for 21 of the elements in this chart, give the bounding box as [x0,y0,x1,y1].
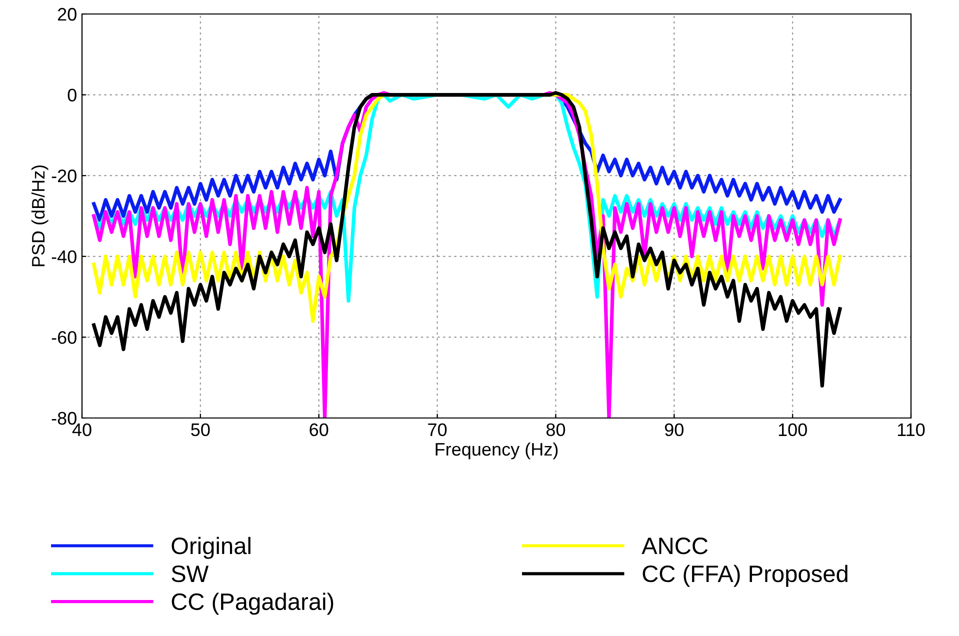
y-tick-label: -80 [52,412,76,425]
legend-label: CC (Pagadarai) [172,592,334,615]
x-tick-label: 40 [72,423,92,436]
y-tick-label: 20 [58,8,76,21]
legend-label: ANCC [642,538,708,554]
x-tick-label: 110 [898,423,925,436]
y-tick-label: -60 [52,331,76,344]
x-tick-label: 100 [778,423,807,436]
y-tick-label: -40 [52,250,76,264]
legend-label: SW [172,565,209,582]
y-tick-label: -20 [52,170,76,182]
x-tick-label: 60 [310,423,328,436]
y-axis-title: PSD (dB/Hz) [31,165,48,266]
legend-label: CC (FFA) Proposed [642,564,848,587]
x-axis-title: Frequency (Hz) [436,442,558,460]
x-tick-label: 50 [191,423,210,436]
x-tick-label: 70 [428,423,447,436]
x-tick-label: 80 [546,423,566,436]
x-tick-label: 90 [664,423,684,436]
y-tick-label: 0 [68,88,76,102]
legend-label: Original [172,536,250,559]
